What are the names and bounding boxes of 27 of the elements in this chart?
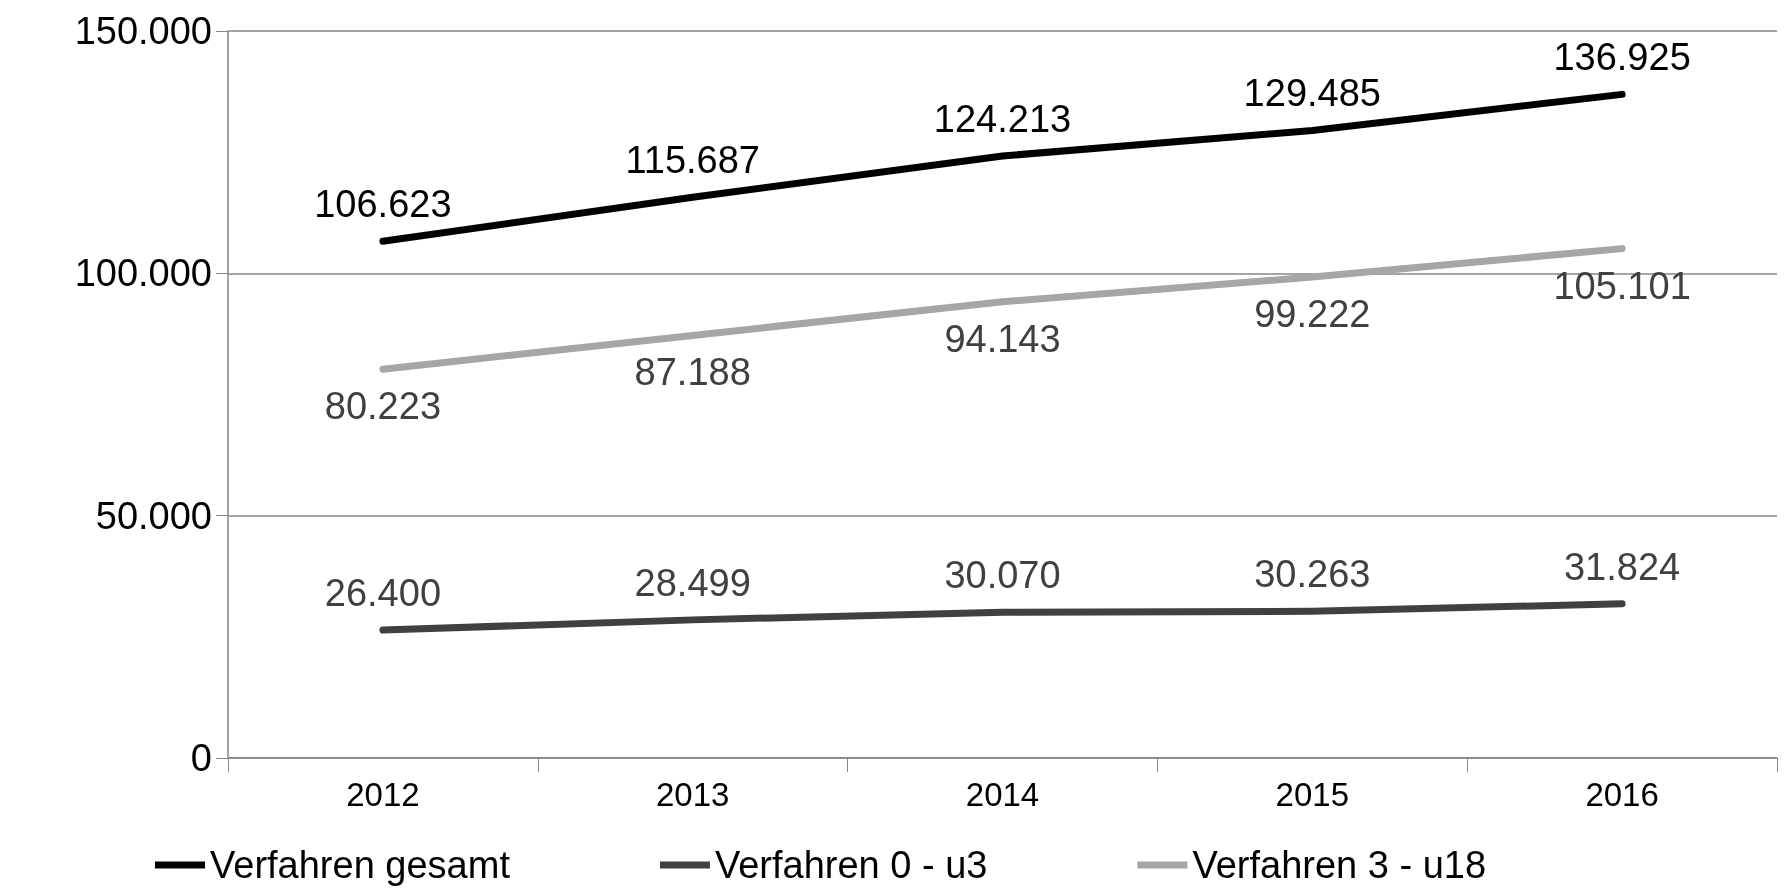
data-label: 80.223 [324, 385, 442, 428]
y-tick-label: 0 [190, 737, 212, 779]
data-label: 94.143 [944, 317, 1061, 360]
data-label: 30.263 [1254, 553, 1371, 596]
data-label: 31.824 [1563, 545, 1681, 588]
legend-label: Verfahren 0 - u3 [714, 844, 988, 886]
legend-label: Verfahren gesamt [210, 844, 511, 886]
data-label: 87.188 [634, 351, 751, 394]
x-tick-label: 2015 [1275, 776, 1350, 813]
legend-label: Verfahren 3 - u18 [1192, 844, 1487, 886]
data-label: 124.213 [933, 97, 1072, 140]
x-tick-label: 2016 [1585, 776, 1659, 813]
data-label: 105.101 [1553, 264, 1691, 307]
data-label: 26.400 [324, 572, 442, 615]
y-tick-label: 100.000 [74, 252, 212, 295]
data-label: 115.687 [625, 139, 760, 182]
data-label: 129.485 [1243, 72, 1381, 115]
data-label: 28.499 [634, 561, 751, 604]
x-tick-label: 2012 [346, 776, 420, 813]
data-label: 106.623 [314, 183, 452, 226]
x-tick-label: 2013 [655, 776, 730, 813]
data-label: 136.925 [1553, 36, 1691, 79]
data-label: 99.222 [1254, 293, 1371, 336]
y-tick-label: 50.000 [95, 494, 212, 537]
data-label: 30.070 [944, 554, 1061, 597]
x-tick-label: 2014 [965, 776, 1040, 813]
y-tick-label: 150.000 [74, 10, 212, 52]
